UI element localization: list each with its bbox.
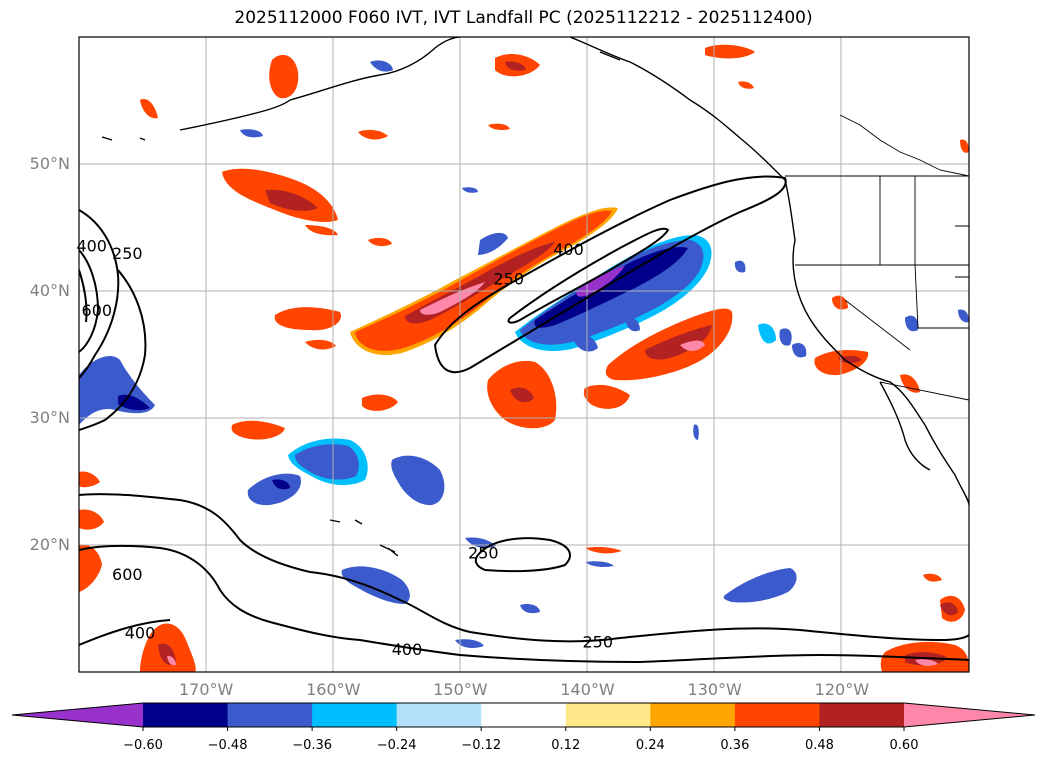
longitude-label: 130°W <box>687 680 742 699</box>
map-border <box>78 36 970 673</box>
colorbar-segment <box>565 703 651 727</box>
coastlines <box>101 37 969 557</box>
latitude-label: 50°N <box>29 154 70 173</box>
colorbar-tick-label: −0.12 <box>461 738 502 753</box>
colorbar-segment <box>396 703 482 727</box>
longitude-label: 140°W <box>560 680 615 699</box>
longitude-label: 150°W <box>433 680 488 699</box>
colorbar <box>11 702 1036 731</box>
contour-label: 400 <box>392 640 423 659</box>
positive-anomaly-shading <box>79 44 969 672</box>
ivt-contours <box>79 175 969 664</box>
map-title: 2025112000 F060 IVT, IVT Landfall PC (20… <box>234 8 813 28</box>
contour-label: 250 <box>112 244 143 263</box>
colorbar-tick-label: 0.24 <box>635 738 665 753</box>
colorbar-extend-high <box>904 703 1035 727</box>
colorbar-tick-label: 0.60 <box>889 738 919 753</box>
contour-label: 400 <box>553 240 584 259</box>
colorbar-tick-label: −0.48 <box>207 738 248 753</box>
colorbar-tick-label: 0.48 <box>804 738 834 753</box>
colorbar-tick-label: −0.24 <box>376 738 417 753</box>
colorbar-tick-label: 0.12 <box>551 738 581 753</box>
colorbar-segment <box>650 703 736 727</box>
contour-labels: 400 250 600 400 250 250 600 400 400 250 <box>76 236 613 659</box>
contour-label: 250 <box>468 544 499 563</box>
contour-label: 600 <box>82 301 113 320</box>
colorbar-segment <box>734 703 820 727</box>
graticule <box>79 37 969 672</box>
latitude-label: 20°N <box>29 535 70 554</box>
contour-label: 250 <box>493 269 524 288</box>
longitude-label: 120°W <box>814 680 870 699</box>
latitude-label: 40°N <box>29 281 70 300</box>
colorbar-segment <box>481 703 567 727</box>
political-borders <box>785 114 969 401</box>
colorbar-tick-label: −0.36 <box>292 738 333 753</box>
contour-label: 400 <box>125 624 156 643</box>
latitude-label: 30°N <box>29 408 70 427</box>
colorbar-segment <box>819 703 905 727</box>
contour-label: 250 <box>582 633 613 652</box>
colorbar-segment <box>143 703 229 727</box>
colorbar-segment <box>312 703 398 727</box>
map-plot-area <box>79 37 969 672</box>
colorbar-segment <box>227 703 313 727</box>
colorbar-tick-label: −0.60 <box>123 738 163 753</box>
colorbar-tick-label: 0.36 <box>720 738 750 753</box>
contour-label: 600 <box>112 565 143 584</box>
longitude-label: 160°W <box>306 680 361 699</box>
longitude-label: 170°W <box>178 680 234 699</box>
colorbar-extend-low <box>12 703 143 727</box>
contour-label: 400 <box>76 236 107 255</box>
